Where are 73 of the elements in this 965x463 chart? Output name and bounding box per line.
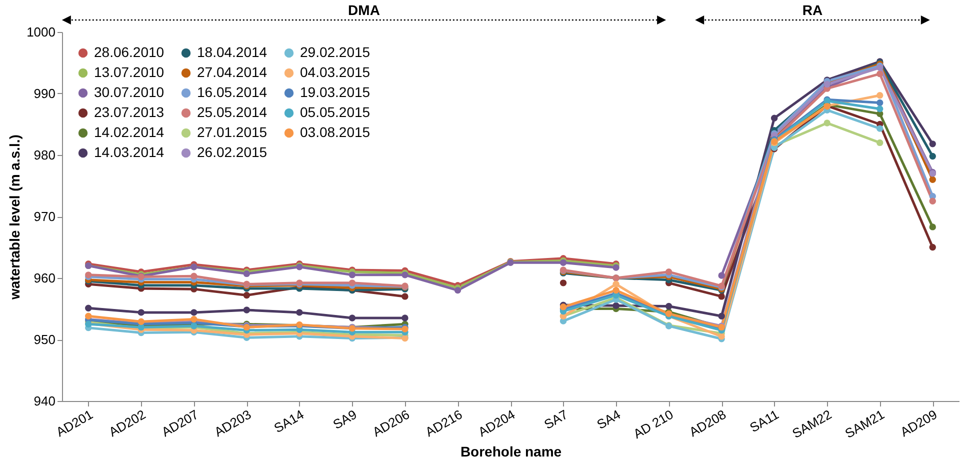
- point: [770, 114, 778, 122]
- y-axis-title: watertable level (m a.s.l.): [6, 134, 23, 300]
- x-tick-label: SA7: [541, 406, 570, 432]
- legend-label: 14.03.2014: [94, 144, 164, 160]
- point: [718, 293, 725, 300]
- point: [454, 286, 462, 294]
- y-tick-label: 990: [34, 86, 56, 101]
- point: [612, 280, 620, 288]
- point: [190, 316, 198, 323]
- point: [348, 280, 356, 286]
- point: [824, 120, 830, 126]
- point: [876, 125, 884, 132]
- legend-label: 19.03.2015: [300, 84, 370, 100]
- x-tick-label: SA9: [330, 406, 360, 432]
- point: [190, 309, 198, 316]
- point: [876, 70, 884, 78]
- point: [718, 333, 725, 340]
- point: [665, 302, 672, 310]
- legend-label: 03.08.2015: [300, 124, 370, 140]
- x-tick-label: SA14: [271, 406, 306, 436]
- point: [718, 312, 725, 320]
- point: [929, 224, 936, 230]
- point: [929, 152, 936, 160]
- point: [138, 309, 144, 316]
- point: [876, 99, 884, 106]
- point: [876, 92, 884, 99]
- legend-label: 23.07.2013: [94, 104, 164, 120]
- point: [718, 272, 725, 279]
- point: [348, 314, 356, 322]
- legend-label: 25.05.2014: [197, 104, 268, 120]
- x-tick-label: SA11: [747, 406, 782, 436]
- y-tick-label: 980: [34, 148, 56, 162]
- point: [876, 139, 884, 146]
- point: [929, 140, 936, 148]
- legend-label: 29.02.2015: [300, 44, 370, 60]
- y-tick-label: 940: [34, 394, 56, 408]
- point: [402, 293, 408, 300]
- legend-label: 27.01.2015: [197, 124, 268, 140]
- point: [876, 106, 884, 112]
- legend-label: 27.04.2014: [197, 64, 268, 80]
- legend-label: 18.04.2014: [197, 44, 268, 60]
- legend-label: 26.02.2015: [197, 144, 268, 160]
- y-tick-label: 1000: [26, 24, 56, 40]
- point: [929, 244, 936, 251]
- point: [402, 314, 408, 322]
- x-tick-label: SA4: [594, 406, 624, 432]
- legend-label: 13.07.2010: [94, 64, 164, 80]
- point: [348, 272, 356, 278]
- y-tick-label: 960: [34, 270, 56, 286]
- y-tick-label: 970: [34, 209, 56, 224]
- point: [612, 286, 620, 294]
- x-tick-label: AD 210: [630, 406, 676, 442]
- point: [929, 176, 936, 183]
- legend-label: 28.06.2010: [94, 44, 164, 60]
- text: DMA: [348, 2, 380, 18]
- point: [190, 272, 198, 280]
- point: [560, 280, 567, 286]
- legend-label: 16.05.2014: [197, 84, 268, 100]
- x-axis-title: Borehole name: [460, 443, 562, 460]
- legend-label: 30.07.2010: [94, 84, 164, 100]
- legend-label: 14.02.2014: [94, 124, 164, 140]
- legend-label: 04.03.2015: [300, 64, 370, 80]
- point: [243, 292, 250, 299]
- point: [665, 268, 672, 276]
- point: [85, 312, 92, 320]
- point: [612, 302, 620, 310]
- point: [296, 309, 303, 316]
- point: [929, 198, 936, 204]
- text: RA: [802, 2, 823, 18]
- point: [85, 304, 92, 312]
- y-tick-label: 950: [34, 332, 56, 347]
- point: [243, 306, 250, 314]
- legend-label: 05.05.2015: [300, 104, 370, 120]
